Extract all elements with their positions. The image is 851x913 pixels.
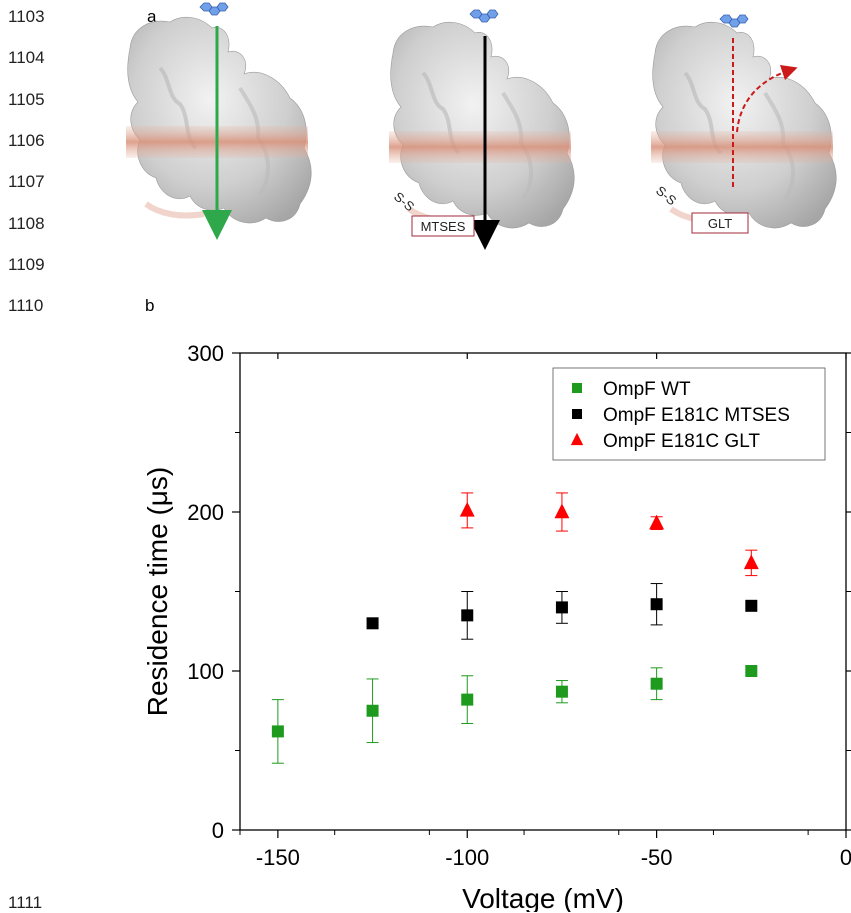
y-tick-label: 300 — [187, 341, 224, 366]
pore-mtses: S-S MTSES — [389, 9, 574, 250]
legend-item: OmpF E181C GLT — [570, 431, 760, 452]
axes: -150 -100 -50 0 0 100 200 300 — [187, 341, 851, 870]
legend-item: OmpF WT — [572, 379, 691, 400]
y-tick-label: 100 — [187, 659, 224, 684]
legend-label: OmpF WT — [603, 379, 691, 400]
data-marks — [271, 492, 759, 764]
x-axis-title: Voltage (mV) — [462, 883, 624, 912]
data-point — [650, 598, 663, 611]
legend-marker — [572, 383, 582, 393]
pore-wt — [126, 2, 311, 240]
mtses-label: MTSES — [421, 219, 466, 234]
mtses-label-box — [411, 215, 475, 237]
legend-marker — [572, 409, 582, 419]
residence-time-chart: -150 -100 -50 0 0 100 200 300 Voltage (mV) Resi… — [142, 341, 851, 912]
line-numbers: 1103 1104 1105 1106 1107 1108 1109 1110 … — [0, 0, 60, 912]
data-point — [554, 503, 570, 519]
data-point — [461, 693, 474, 706]
data-point — [459, 501, 475, 517]
sugar-molecule-icon — [199, 2, 229, 16]
y-tick-label: 200 — [187, 500, 224, 525]
x-tick-label: 0 — [840, 845, 851, 870]
data-point — [555, 601, 568, 614]
line-number: 1110 — [8, 296, 44, 315]
line-number: 1104 — [8, 48, 45, 67]
glt-label-box — [691, 212, 749, 234]
pore-illustrations: S-S MTSES S-S GLT — [110, 2, 851, 250]
legend-box — [552, 367, 826, 461]
line-number: 1107 — [8, 172, 45, 191]
data-point — [366, 704, 379, 717]
data-point — [745, 665, 758, 677]
data-point — [555, 685, 568, 698]
data-point — [743, 554, 759, 570]
series-ompf-wt — [271, 665, 758, 764]
y-tick-label: 0 — [212, 818, 224, 843]
line-number: 1109 — [8, 255, 45, 274]
x-tick-label: -150 — [256, 845, 300, 870]
legend-item: OmpF E181C MTSES — [572, 405, 790, 426]
panel-b-label: b — [145, 296, 155, 315]
x-tick-label: -50 — [641, 845, 673, 870]
legend-label: OmpF E181C MTSES — [603, 405, 790, 426]
line-number: 1111 — [8, 893, 43, 912]
data-point — [745, 599, 758, 612]
chart-legend: OmpF WT OmpF E181C MTSES OmpF E181C GLT — [552, 367, 826, 461]
disulfide-bond-label: S-S — [653, 183, 679, 209]
line-number: 1103 — [8, 7, 45, 26]
panel-a-label: a — [147, 7, 157, 26]
glt-label: GLT — [708, 216, 732, 231]
line-number: 1105 — [8, 90, 45, 109]
x-tick-label: -100 — [445, 845, 489, 870]
line-number: 1108 — [8, 214, 45, 233]
data-point — [461, 609, 474, 622]
data-point — [271, 725, 284, 738]
y-axis-title: Residence time (μs) — [142, 467, 173, 717]
sugar-molecule-icon — [469, 9, 499, 23]
series-ompf-e181c-mtses — [366, 583, 758, 640]
series-ompf-e181c-glt — [459, 492, 759, 577]
line-number: 1106 — [8, 131, 45, 150]
pore-glt: S-S GLT — [651, 14, 836, 234]
legend-marker — [570, 432, 584, 446]
data-point — [650, 677, 663, 690]
legend-label: OmpF E181C GLT — [603, 431, 760, 452]
data-point — [366, 617, 379, 630]
rejection-arrow-icon — [736, 64, 798, 133]
data-point — [649, 514, 665, 530]
